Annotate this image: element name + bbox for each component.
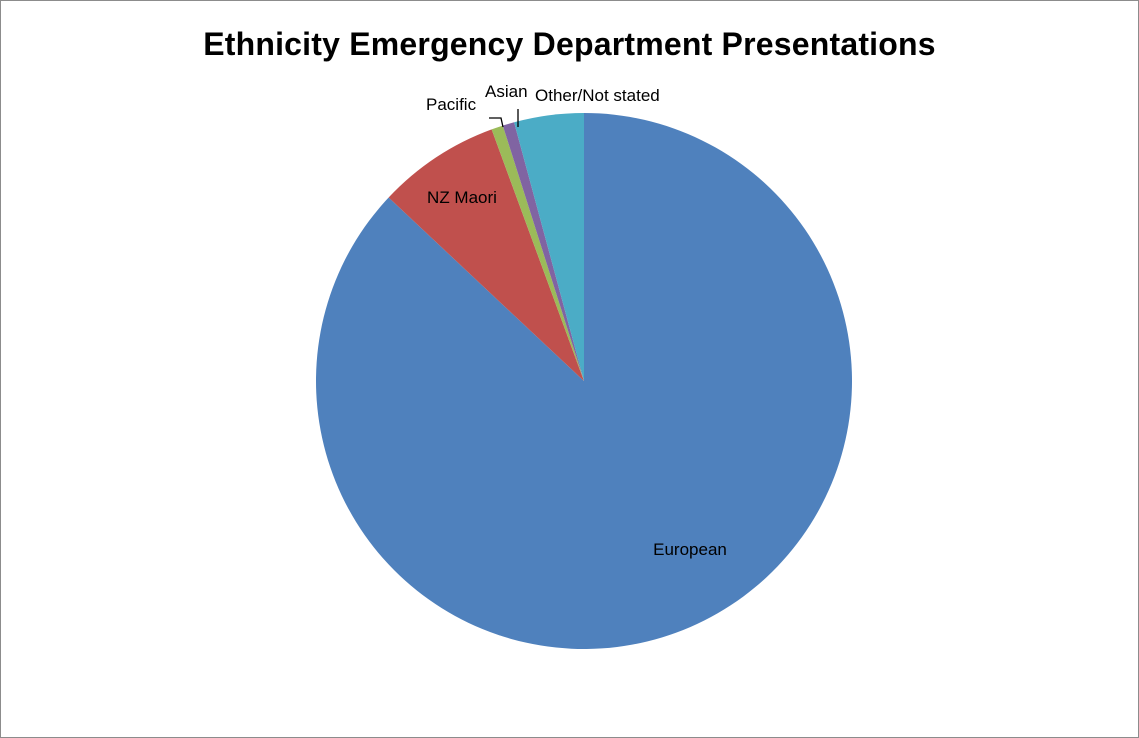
slice-labels: European NZ Maori Pacific Asian Other/Not st… — [426, 82, 727, 559]
label-nz-maori: NZ Maori — [427, 188, 497, 207]
pie-slices — [315, 113, 852, 649]
label-european: European — [653, 540, 727, 559]
slice-pacific — [491, 125, 584, 382]
label-pacific: Pacific — [426, 95, 477, 114]
slice-asian — [502, 122, 584, 382]
slice-european — [315, 113, 852, 649]
leader-pacific — [489, 117, 504, 128]
label-other-not-stated: Other/Not stated — [535, 86, 660, 105]
slice-other-not-stated — [514, 113, 584, 381]
chart-title: Ethnicity Emergency Department Presentat… — [203, 26, 936, 62]
label-asian: Asian — [485, 82, 528, 101]
leader-lines — [489, 109, 519, 128]
slice-nz-maori — [388, 129, 584, 381]
